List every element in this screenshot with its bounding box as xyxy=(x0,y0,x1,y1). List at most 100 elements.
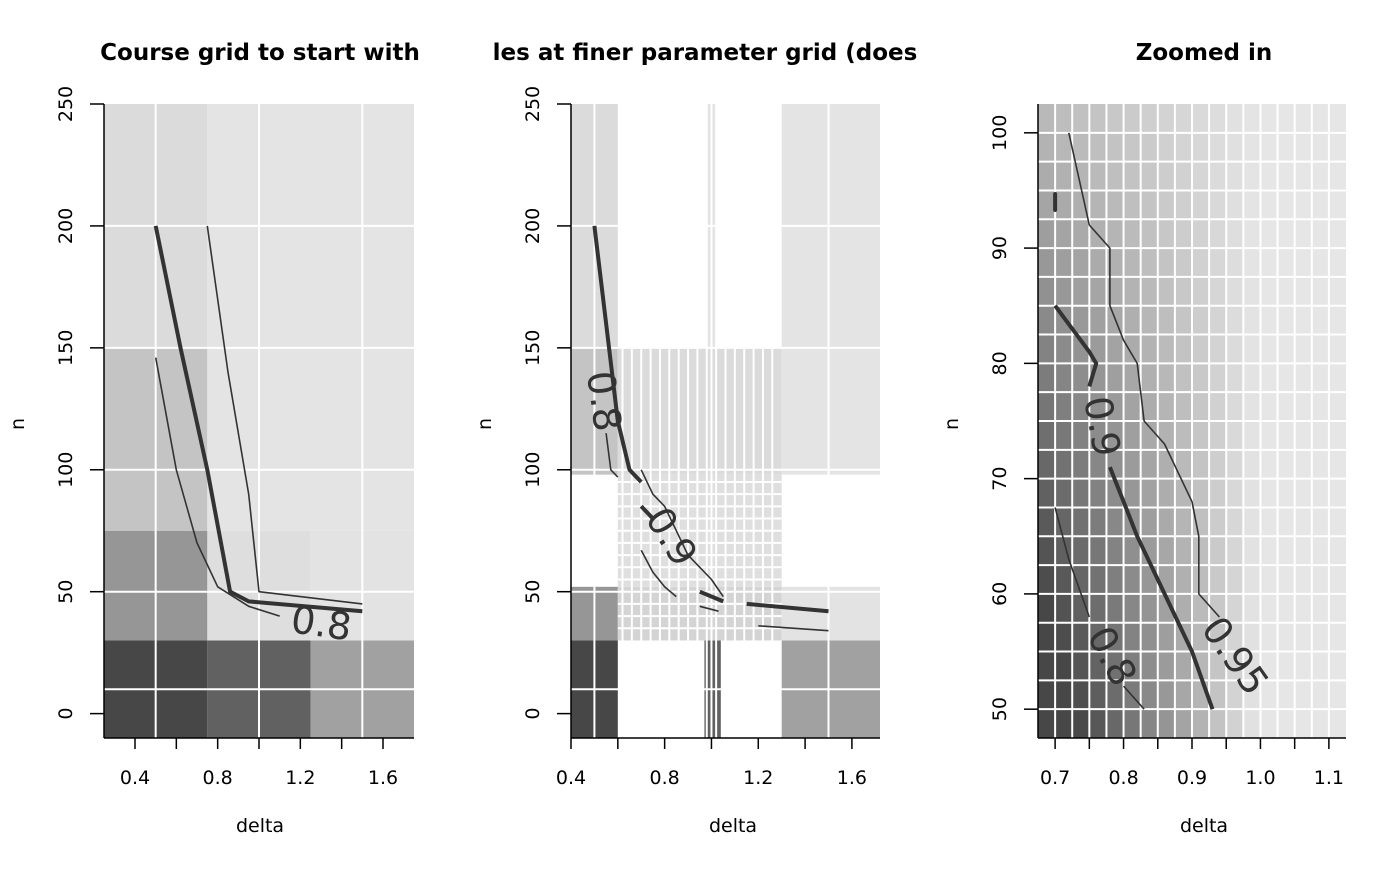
heatmap-cell xyxy=(1192,363,1210,393)
y-tick-label: 150 xyxy=(522,330,544,366)
heatmap-cell xyxy=(1123,276,1142,307)
heatmap-cell xyxy=(1106,104,1125,134)
heatmap-cell xyxy=(1328,680,1346,710)
heatmap-cell xyxy=(1311,132,1330,163)
heatmap-cell xyxy=(1038,363,1056,393)
heatmap-cell xyxy=(1226,363,1244,393)
heatmap-cell xyxy=(1311,536,1330,566)
heatmap-cell xyxy=(1157,161,1176,191)
panel-1-plot-area: 0.8 0.4 0.8 1.2 1.6 0 50 100 150 200 250 xyxy=(55,86,414,789)
heatmap-cell xyxy=(1038,305,1056,336)
heatmap-cell xyxy=(1226,161,1244,191)
x-tick-label: 0.7 xyxy=(1040,767,1070,789)
heatmap-cell xyxy=(1123,161,1142,191)
heatmap-cell xyxy=(1106,565,1125,595)
heatmap-cell xyxy=(1038,680,1056,710)
heatmap-cell xyxy=(1038,709,1056,738)
heatmap-cell xyxy=(1140,593,1159,624)
heatmap-cell xyxy=(1328,161,1346,191)
x-tick-label: 1.6 xyxy=(368,767,398,789)
heatmap-cell xyxy=(1277,507,1296,537)
heatmap-cell xyxy=(1089,478,1107,508)
x-tick-label: 0.8 xyxy=(1108,767,1138,789)
heatmap-cell xyxy=(1140,449,1159,480)
heatmap-cell xyxy=(1328,421,1346,451)
heatmap-cell xyxy=(1038,565,1056,595)
plot-region: 0.8 xyxy=(104,104,414,738)
heatmap-cell xyxy=(1192,334,1210,364)
heatmap-cell xyxy=(1123,248,1142,278)
heatmap-cell xyxy=(1106,709,1125,738)
heatmap-cell xyxy=(1038,392,1056,422)
heatmap-cell xyxy=(1072,132,1090,163)
heatmap-cell xyxy=(1226,565,1244,595)
heatmap-cell xyxy=(1038,161,1056,191)
heatmap-cell xyxy=(1243,161,1261,191)
heatmap-cell xyxy=(1311,651,1330,681)
heatmap-cell xyxy=(1123,219,1142,249)
heatmap-cell xyxy=(1209,565,1227,595)
heatmap-cell xyxy=(1243,651,1261,681)
heatmap-cell xyxy=(1277,622,1296,653)
heatmap-cell xyxy=(1277,709,1296,738)
plot-region: 0.90.8 0.95 xyxy=(1038,104,1346,738)
heatmap-cell xyxy=(1055,651,1073,681)
heatmap-cell xyxy=(1226,219,1244,249)
heatmap-cell xyxy=(1192,219,1210,249)
heatmap-cell xyxy=(1311,276,1330,307)
heatmap-cell xyxy=(1294,680,1313,710)
heatmap-cell xyxy=(1140,305,1159,336)
heatmap-cell xyxy=(1277,161,1296,191)
heatmap-cell xyxy=(1106,478,1125,508)
heatmap-cell xyxy=(1174,276,1193,307)
heatmap-cell xyxy=(1106,161,1125,191)
heatmap-cell xyxy=(1260,132,1279,163)
heatmap-cell xyxy=(1157,392,1176,422)
x-tick-label: 1.0 xyxy=(1245,767,1275,789)
heatmap-cell xyxy=(1294,507,1313,537)
heatmap-cell xyxy=(1311,680,1330,710)
heatmap-cell xyxy=(1277,680,1296,710)
heatmap-cell xyxy=(1294,161,1313,191)
heatmap-cell xyxy=(1192,392,1210,422)
heatmap-cell xyxy=(1277,565,1296,595)
heatmap-cell xyxy=(1294,363,1313,393)
y-tick-label: 70 xyxy=(989,467,1011,491)
heatmap-cell xyxy=(1089,392,1107,422)
heatmap-cell xyxy=(1311,565,1330,595)
heatmap-cell xyxy=(1260,392,1279,422)
heatmap-cell xyxy=(1055,680,1073,710)
heatmap-cell xyxy=(1157,680,1176,710)
heatmap-cell xyxy=(1192,507,1210,537)
heatmap-cell xyxy=(1243,680,1261,710)
heatmap-cell xyxy=(1038,334,1056,364)
heatmap-cell xyxy=(1260,190,1279,220)
x-tick-label: 1.6 xyxy=(837,767,867,789)
heatmap-cell xyxy=(1328,507,1346,537)
heatmap-cell xyxy=(1192,478,1210,508)
heatmap-cell xyxy=(1106,276,1125,307)
heatmap-cell xyxy=(1106,680,1125,710)
heatmap-cell xyxy=(1140,334,1159,364)
heatmap-cell xyxy=(1243,363,1261,393)
heatmap-cell xyxy=(1055,478,1073,508)
heatmap-cell xyxy=(1226,190,1244,220)
heatmap-cell xyxy=(1209,190,1227,220)
heatmap-cell xyxy=(1277,449,1296,480)
heatmap-cell xyxy=(1243,334,1261,364)
heatmap-cell xyxy=(1328,536,1346,566)
panel-1-title: Course grid to start with xyxy=(100,40,420,66)
heatmap-cell xyxy=(1140,219,1159,249)
heatmap-cell xyxy=(1089,709,1107,738)
panel-3: Zoomed in 0.90.8 0.95 0.7 0.8 0.9 1.0 1.1 50 60 7… xyxy=(941,40,1346,837)
heatmap-cell xyxy=(1226,709,1244,738)
contour-line xyxy=(153,225,363,614)
heatmap-cell xyxy=(1243,248,1261,278)
heatmap-cell xyxy=(1294,334,1313,364)
heatmap-cell xyxy=(1260,593,1279,624)
y-tick-label: 60 xyxy=(989,582,1011,606)
heatmap-cell xyxy=(1072,421,1090,451)
heatmap-cell xyxy=(1157,507,1176,537)
heatmap-cell xyxy=(1038,190,1056,220)
